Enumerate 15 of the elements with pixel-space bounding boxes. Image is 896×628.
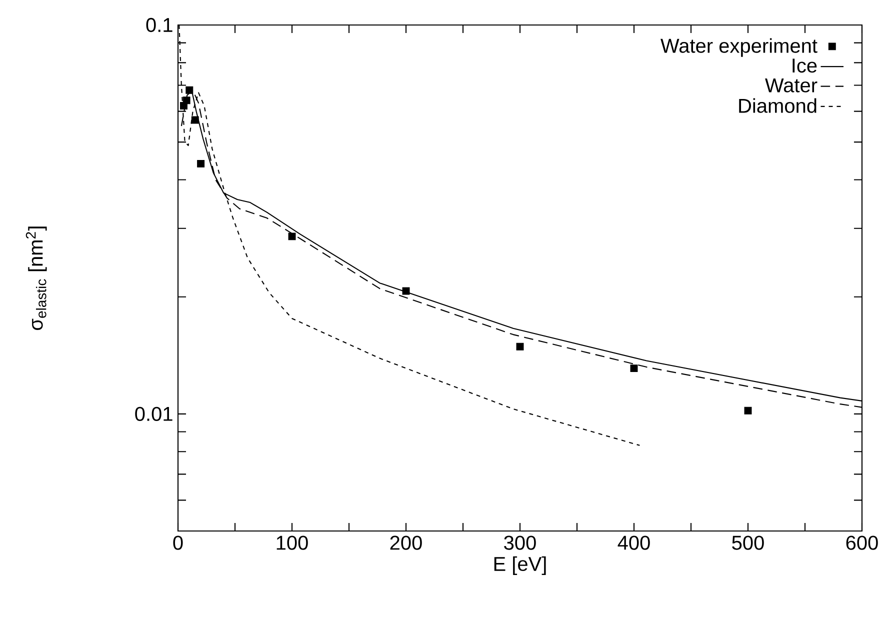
x-tick-label: 200: [390, 536, 422, 550]
y-tick-label: 0.01: [135, 406, 172, 421]
x-tick-label: 600: [846, 536, 878, 550]
x-tick-label: 300: [504, 536, 536, 550]
y-axis-title: σ$_{elastic}$ [nm$^{2}$]: [26, 226, 47, 330]
legend-label: Ice: [792, 58, 817, 73]
y-tick-label: 0.1: [146, 18, 172, 32]
x-axis-title: E [eV]: [494, 556, 546, 575]
x-tick-label: 100: [276, 536, 308, 550]
x-tick-label: 500: [732, 536, 764, 550]
legend-label: Water experiment: [660, 38, 818, 57]
x-tick-label: 400: [618, 536, 650, 550]
legend-label: Water: [765, 78, 818, 92]
x-tick-label: 0: [173, 536, 183, 550]
legend-label: Diamond: [739, 98, 816, 113]
